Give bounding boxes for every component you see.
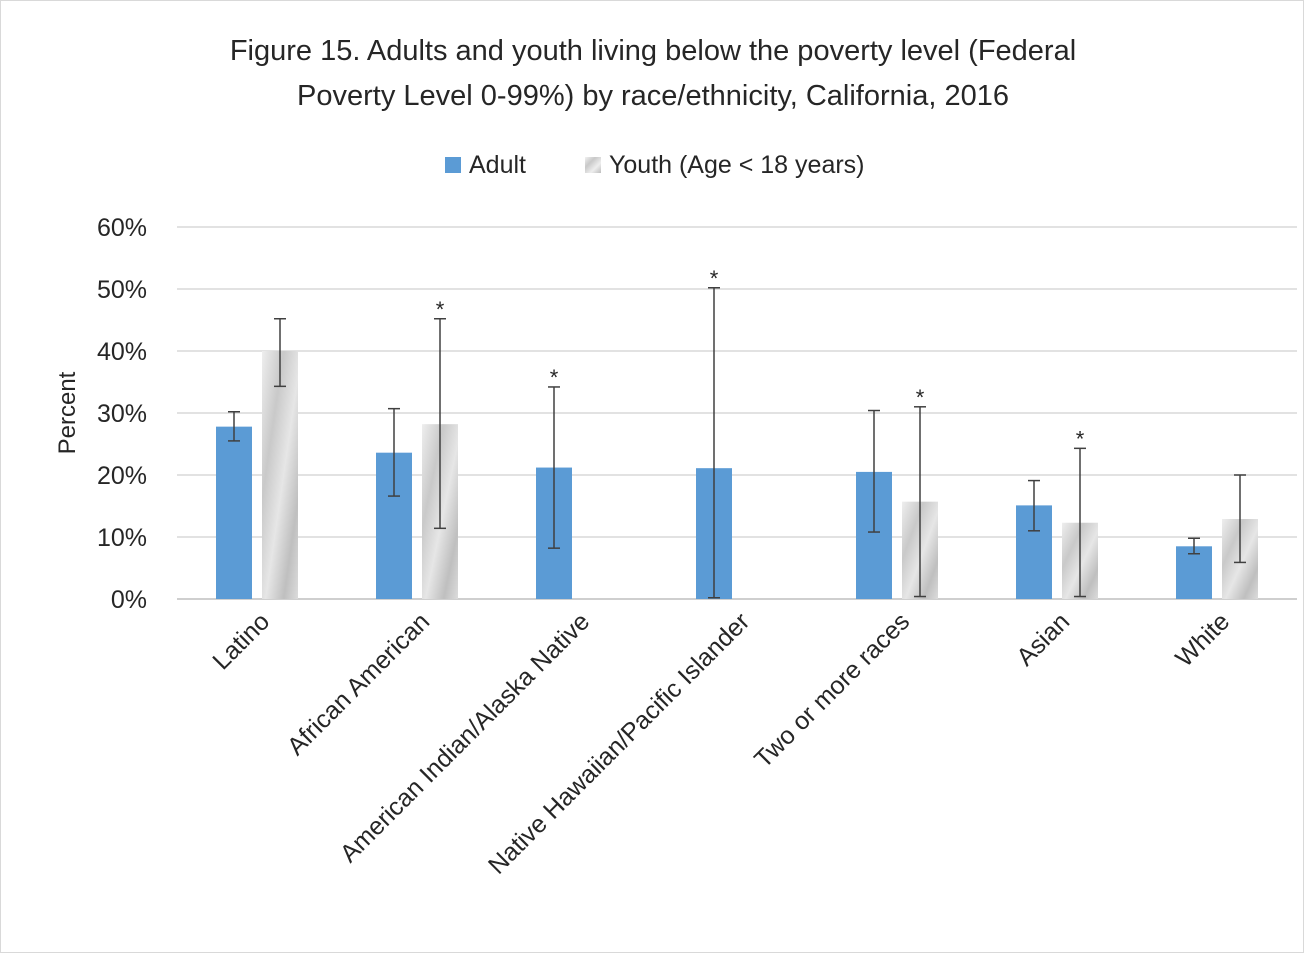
legend-swatch-adult [445,157,461,173]
legend-item-youth: Youth (Age < 18 years) [585,147,865,183]
y-tick-label: 60% [97,214,147,242]
x-tick-label: Two or more races [749,607,915,773]
x-tick-label: Native Hawaiian/Pacific Islander [483,607,755,879]
chart-title-line-2: Poverty Level 0-99%) by race/ethnicity, … [297,80,1009,112]
bar-adult [216,426,252,599]
significance-flag: * [550,365,559,390]
y-tick-label: 40% [97,338,147,366]
x-tick-label: Asian [1011,607,1075,671]
y-tick-label: 20% [97,462,147,490]
legend-label-youth: Youth (Age < 18 years) [609,150,865,179]
legend-item-adult: Adult [445,147,526,183]
significance-flag: * [1076,426,1085,451]
bar-adult [1176,546,1212,599]
x-tick-label: African American [282,607,435,760]
bar-youth [262,351,298,599]
y-tick-label: 50% [97,276,147,304]
y-tick-label: 30% [97,400,147,428]
y-axis-title: Percent [54,371,81,454]
x-tick-label: White [1170,607,1235,672]
y-tick-label: 0% [111,586,147,614]
significance-flag: * [916,385,925,410]
legend-label-adult: Adult [469,150,526,179]
legend-swatch-youth [585,157,601,173]
significance-flag: * [710,266,719,291]
x-tick-label: Latino [207,607,275,675]
chart-title: Figure 15. Adults and youth living below… [229,35,1077,67]
significance-flag: * [436,297,445,322]
x-tick-label: American Indian/Alaska Native [335,607,596,868]
y-tick-label: 10% [97,524,147,552]
